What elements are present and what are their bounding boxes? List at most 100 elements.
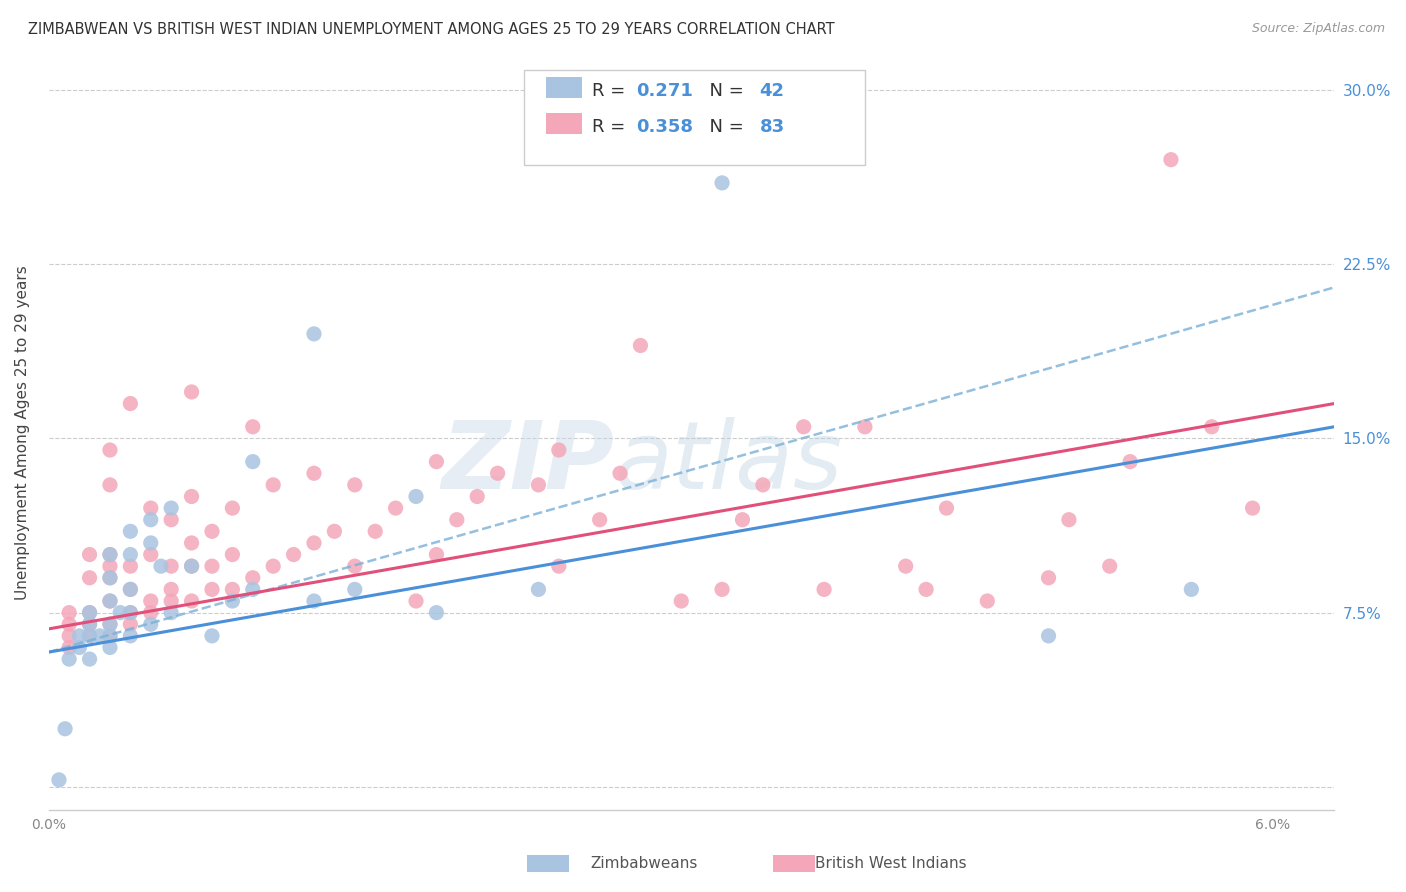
Text: atlas: atlas	[614, 417, 842, 508]
Text: 42: 42	[759, 82, 785, 101]
Point	[343, 582, 366, 597]
Point	[1201, 419, 1223, 434]
Point	[89, 629, 111, 643]
Point	[242, 571, 264, 585]
Point	[1038, 629, 1060, 643]
Point	[79, 629, 101, 643]
Point	[160, 594, 183, 608]
Point	[98, 559, 121, 574]
Point	[242, 582, 264, 597]
Point	[201, 524, 224, 539]
Point	[425, 548, 447, 562]
Point	[79, 606, 101, 620]
Point	[79, 617, 101, 632]
Point	[160, 582, 183, 597]
Point	[79, 652, 101, 666]
Y-axis label: Unemployment Among Ages 25 to 29 years: Unemployment Among Ages 25 to 29 years	[15, 265, 30, 600]
Point	[853, 419, 876, 434]
Point	[139, 548, 162, 562]
Point	[98, 478, 121, 492]
Point	[343, 478, 366, 492]
Point	[547, 443, 569, 458]
Point	[139, 606, 162, 620]
Point	[813, 582, 835, 597]
Point	[98, 617, 121, 632]
Point	[180, 559, 202, 574]
Point	[67, 629, 90, 643]
Point	[139, 501, 162, 516]
Text: N =: N =	[697, 118, 749, 136]
Text: British West Indians: British West Indians	[815, 856, 967, 871]
Point	[425, 455, 447, 469]
Point	[160, 513, 183, 527]
Point	[180, 559, 202, 574]
Point	[588, 513, 610, 527]
Point	[160, 559, 183, 574]
Point	[98, 571, 121, 585]
Point	[48, 772, 70, 787]
Point	[180, 594, 202, 608]
Text: R =: R =	[592, 82, 631, 101]
Point	[711, 582, 734, 597]
Point	[425, 606, 447, 620]
Point	[98, 548, 121, 562]
Text: N =: N =	[697, 82, 749, 101]
Point	[302, 594, 325, 608]
Point	[139, 617, 162, 632]
Point	[527, 478, 550, 492]
Point	[894, 559, 917, 574]
Point	[180, 384, 202, 399]
Text: 0.358: 0.358	[636, 118, 693, 136]
Bar	[546, 77, 582, 98]
Point	[58, 640, 80, 655]
Point	[242, 419, 264, 434]
Point	[120, 629, 142, 643]
Point	[98, 629, 121, 643]
Point	[201, 629, 224, 643]
Point	[53, 722, 76, 736]
Point	[752, 478, 775, 492]
Point	[609, 467, 631, 481]
Point	[120, 617, 142, 632]
Point	[1160, 153, 1182, 167]
Point	[98, 640, 121, 655]
Point	[98, 629, 121, 643]
Point	[1180, 582, 1202, 597]
Point	[98, 443, 121, 458]
Point	[405, 490, 427, 504]
Point	[139, 594, 162, 608]
Text: Zimbabweans: Zimbabweans	[591, 856, 697, 871]
Point	[221, 582, 243, 597]
Point	[58, 652, 80, 666]
Point	[405, 594, 427, 608]
Point	[221, 501, 243, 516]
Point	[527, 582, 550, 597]
Text: 83: 83	[759, 118, 785, 136]
Point	[262, 559, 284, 574]
Point	[58, 606, 80, 620]
Point	[221, 548, 243, 562]
Point	[149, 559, 172, 574]
Point	[79, 617, 101, 632]
Point	[465, 490, 488, 504]
Point	[201, 559, 224, 574]
Point	[343, 559, 366, 574]
Point	[139, 513, 162, 527]
Point	[120, 606, 142, 620]
Bar	[546, 113, 582, 135]
Point	[262, 478, 284, 492]
Point	[98, 594, 121, 608]
Point	[547, 559, 569, 574]
Text: Source: ZipAtlas.com: Source: ZipAtlas.com	[1251, 22, 1385, 36]
Point	[180, 536, 202, 550]
Point	[915, 582, 938, 597]
Point	[120, 396, 142, 410]
Point	[120, 524, 142, 539]
Point	[302, 326, 325, 341]
Point	[1241, 501, 1264, 516]
Point	[79, 606, 101, 620]
Point	[120, 606, 142, 620]
Point	[79, 629, 101, 643]
Point	[98, 594, 121, 608]
Point	[711, 176, 734, 190]
